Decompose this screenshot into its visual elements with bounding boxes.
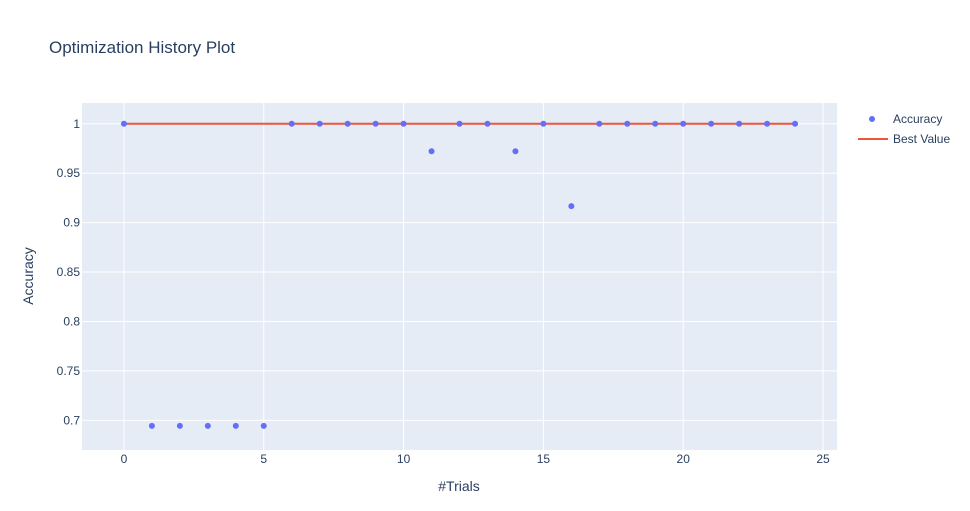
- y-tick-label: 0.75: [57, 364, 81, 378]
- accuracy-point[interactable]: [512, 148, 519, 155]
- y-tick-label: 0.95: [57, 166, 81, 180]
- accuracy-point[interactable]: [120, 120, 127, 127]
- x-tick-label: 0: [121, 452, 128, 466]
- x-tick-label: 15: [537, 452, 551, 466]
- accuracy-point[interactable]: [764, 120, 771, 127]
- accuracy-point[interactable]: [316, 120, 323, 127]
- y-tick-label: 0.85: [57, 265, 81, 279]
- accuracy-point[interactable]: [288, 120, 295, 127]
- accuracy-point[interactable]: [344, 120, 351, 127]
- legend-marker-icon: [869, 116, 875, 122]
- legend-label[interactable]: Accuracy: [893, 112, 942, 126]
- series-points: [120, 120, 799, 429]
- accuracy-point[interactable]: [428, 148, 435, 155]
- accuracy-point[interactable]: [624, 120, 631, 127]
- accuracy-point[interactable]: [540, 120, 547, 127]
- plot-area: [82, 103, 837, 450]
- accuracy-point[interactable]: [260, 422, 267, 429]
- x-axis-ticks: 0 5 10 15 20 25: [121, 452, 830, 466]
- accuracy-point[interactable]: [652, 120, 659, 127]
- accuracy-point[interactable]: [232, 422, 239, 429]
- legend[interactable]: Accuracy Best Value: [858, 112, 950, 146]
- x-tick-label: 20: [677, 452, 691, 466]
- x-tick-label: 25: [816, 452, 830, 466]
- y-tick-label: 0.7: [63, 413, 80, 427]
- y-tick-label: 1: [73, 117, 80, 131]
- y-axis-ticks: 0.7 0.75 0.8 0.85 0.9 0.95 1: [57, 117, 81, 428]
- accuracy-point[interactable]: [736, 120, 743, 127]
- accuracy-point[interactable]: [596, 120, 603, 127]
- accuracy-point[interactable]: [792, 120, 799, 127]
- accuracy-point[interactable]: [204, 422, 211, 429]
- accuracy-point[interactable]: [484, 120, 491, 127]
- accuracy-point[interactable]: [568, 203, 575, 210]
- x-axis-title: #Trials: [438, 478, 480, 494]
- y-axis-title: Accuracy: [20, 247, 36, 305]
- y-tick-label: 0.8: [63, 314, 80, 328]
- x-tick-label: 10: [397, 452, 411, 466]
- x-tick-label: 5: [260, 452, 267, 466]
- accuracy-point[interactable]: [148, 422, 155, 429]
- y-tick-label: 0.9: [63, 216, 80, 230]
- accuracy-point[interactable]: [456, 120, 463, 127]
- accuracy-point[interactable]: [176, 422, 183, 429]
- accuracy-point[interactable]: [400, 120, 407, 127]
- legend-label[interactable]: Best Value: [893, 132, 950, 146]
- accuracy-point[interactable]: [372, 120, 379, 127]
- chart-title: Optimization History Plot: [49, 38, 235, 57]
- accuracy-point[interactable]: [708, 120, 715, 127]
- accuracy-point[interactable]: [680, 120, 687, 127]
